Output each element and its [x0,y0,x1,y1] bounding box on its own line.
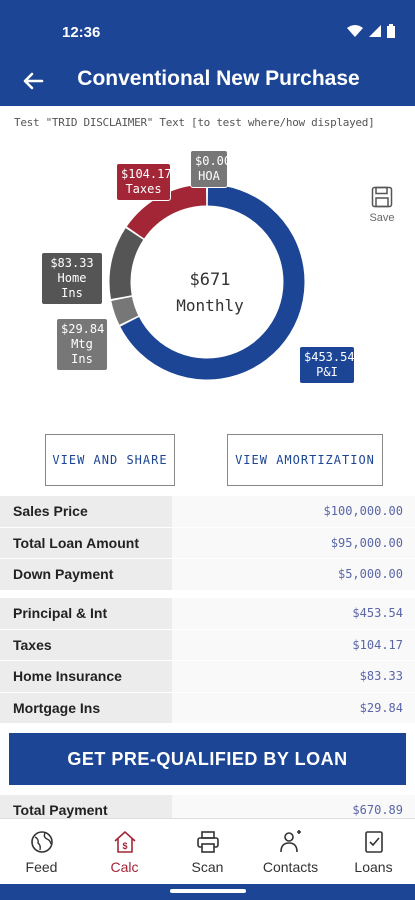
row-label: Total Payment [0,795,172,819]
app-bar: Conventional New Purchase [0,56,415,106]
row-value: $670.89 [172,795,415,819]
pre-qualified-button[interactable]: GET PRE-QUALIFIED BY LOAN [9,733,406,785]
document-check-icon [364,831,383,853]
table-row: Principal & Int $453.54 [0,598,415,630]
view-amortization-button[interactable]: VIEW AMORTIZATION [227,434,383,486]
status-bar: 12:36 [0,0,415,56]
home-indicator [170,889,246,893]
row-value: $95,000.00 [172,527,415,558]
row-label: Sales Price [0,496,172,527]
slice-label-pi: $453.54 P&I [299,346,355,384]
floppy-disk-icon [371,186,393,208]
save-label: Save [369,212,395,224]
row-value: $5,000.00 [172,559,415,590]
nav-item-contacts[interactable]: Contacts [249,819,332,884]
status-time: 12:36 [62,24,101,41]
nav-item-loans[interactable]: Loans [332,819,415,884]
donut-slice-home-ins [109,228,144,299]
calculator-home-icon: $ [113,831,136,853]
nav-label: Feed [25,859,58,875]
payment-breakdown-table: Principal & Int $453.54 Taxes $104.17 Ho… [0,598,415,724]
donut-slice-mtg-ins [111,296,139,325]
nav-item-calc[interactable]: $ Calc [83,819,166,884]
back-arrow-icon[interactable] [18,66,48,96]
nav-label: Loans [354,859,393,875]
nav-label: Scan [191,859,224,875]
row-label: Total Loan Amount [0,527,172,558]
row-value: $100,000.00 [172,496,415,527]
page-title: Conventional New Purchase [77,67,360,90]
row-value: $453.54 [172,598,415,629]
total-payment-row: Total Payment $670.89 [0,795,415,819]
row-value: $83.33 [172,661,415,692]
table-row: Total Loan Amount $95,000.00 [0,527,415,559]
row-label: Mortgage Ins [0,692,172,723]
table-row: Home Insurance $83.33 [0,661,415,693]
row-value: $104.17 [172,629,415,660]
bottom-navigation: Feed $ Calc Scan Contacts Loans [0,818,415,884]
slice-label-mtg-ins: $29.84 Mtg Ins [56,318,108,371]
wifi-icon [347,24,363,37]
battery-icon [387,24,395,38]
row-label: Home Insurance [0,661,172,692]
printer-icon [196,831,219,853]
loan-summary-table: Sales Price $100,000.00 Total Loan Amoun… [0,496,415,591]
nav-label: Calc [110,859,139,875]
table-row: Down Payment $5,000.00 [0,559,415,591]
table-row: Mortgage Ins $29.84 [0,692,415,724]
row-label: Taxes [0,629,172,660]
donut-slice-p-i [120,184,305,380]
nav-item-scan[interactable]: Scan [166,819,249,884]
donut-center-label: Monthly [176,296,244,315]
contacts-icon [279,830,301,853]
row-label: Principal & Int [0,598,172,629]
signal-icon [369,25,381,37]
globe-icon [30,831,53,853]
slice-label-home-ins: $83.33 Home Ins [41,252,103,305]
disclaimer-text: Test "TRID DISCLAIMER" Text [to test whe… [14,116,375,129]
payment-donut-chart [109,184,305,380]
slice-label-taxes: $104.17 Taxes [116,163,172,201]
nav-item-feed[interactable]: Feed [0,819,83,884]
save-button[interactable]: Save [364,186,400,224]
donut-slice-taxes [126,184,207,239]
gesture-bar [0,884,415,900]
view-and-share-button[interactable]: VIEW AND SHARE [45,434,175,486]
row-label: Down Payment [0,559,172,590]
table-row: Sales Price $100,000.00 [0,496,415,528]
row-value: $29.84 [172,692,415,723]
nav-label: Contacts [262,859,319,875]
table-row: Taxes $104.17 [0,629,415,661]
donut-center-amount: $671 [189,270,231,290]
svg-text:$: $ [122,841,127,851]
slice-label-hoa: $0.00 HOA [190,150,231,188]
